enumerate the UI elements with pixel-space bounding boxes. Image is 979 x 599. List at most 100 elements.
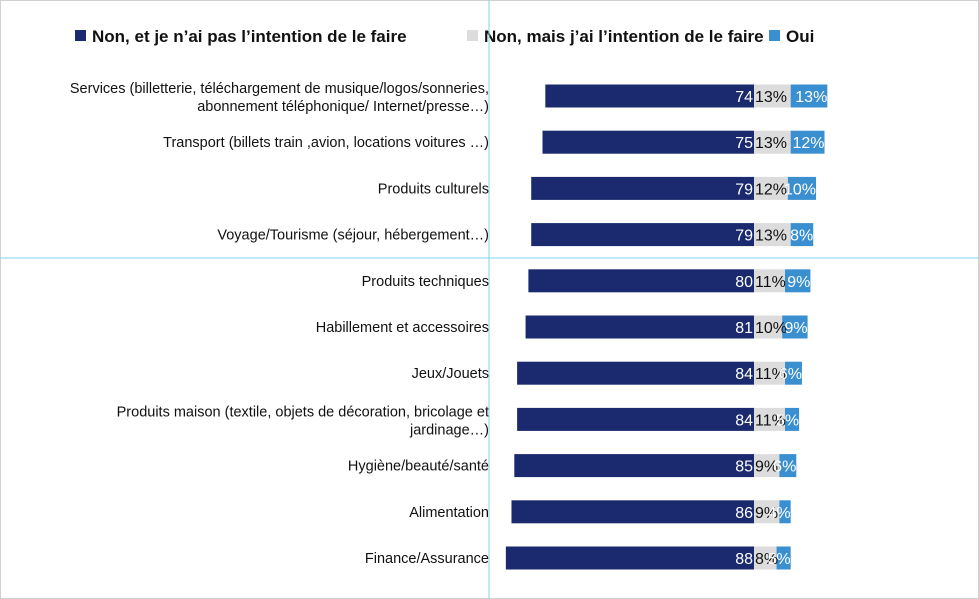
data-label-oui: 10% (784, 181, 816, 198)
category-label: Transport (billets train ,avion, locatio… (163, 135, 489, 151)
bar-oui (787, 176, 817, 200)
bar-non-avec-intention (754, 407, 786, 431)
data-label-non-avec-intention: 13% (755, 89, 787, 106)
data-label-non-sans-intention: 79 (735, 228, 753, 245)
legend-label-3: Oui (786, 27, 814, 46)
category-label-line: Alimentation (409, 505, 489, 521)
bar-non-avec-intention (754, 223, 791, 247)
data-label-non-sans-intention: 74 (735, 89, 753, 106)
data-label-oui: 12% (792, 135, 824, 152)
bar-non-sans-intention (517, 407, 754, 431)
category-label-line: Habillement et accessoires (316, 320, 489, 336)
data-label-oui: 8% (790, 228, 813, 245)
data-label-oui: 4% (768, 505, 791, 522)
data-label-non-sans-intention: 88 (735, 551, 753, 568)
data-label-oui: 5% (768, 551, 791, 568)
category-label-line: Produits techniques (362, 274, 489, 290)
legend-swatch-3 (769, 30, 780, 41)
data-label-non-avec-intention: 12% (755, 181, 787, 198)
bar-oui (782, 315, 808, 339)
category-label-line: Jeux/Jouets (412, 366, 489, 382)
bar-non-avec-intention (754, 454, 780, 478)
bar-non-sans-intention (511, 500, 754, 524)
category-label-line: Produits maison (textile, objets de déco… (117, 404, 489, 420)
category-label: Habillement et accessoires (316, 320, 489, 336)
category-label-line: Hygiène/beauté/santé (348, 459, 489, 475)
category-label-line: Finance/Assurance (365, 551, 489, 567)
bar-oui (790, 84, 828, 108)
bar-oui (785, 269, 811, 293)
bar-oui (790, 223, 814, 247)
category-label: Finance/Assurance (365, 551, 489, 567)
bar-non-sans-intention (517, 361, 754, 385)
data-label-non-avec-intention: 13% (755, 135, 787, 152)
data-label-non-avec-intention: 9% (755, 505, 778, 522)
data-label-oui: 9% (787, 274, 810, 291)
bar-non-sans-intention (531, 176, 754, 200)
legend-label-1: Non, et je n’ai pas l’intention de le fa… (92, 27, 407, 46)
bar-oui (785, 361, 802, 385)
bar-non-avec-intention (754, 130, 791, 154)
bar-oui (776, 546, 791, 570)
category-label-line: abonnement téléphonique/ Internet/presse… (197, 99, 489, 115)
data-label-non-avec-intention: 11% (755, 366, 786, 383)
data-label-non-sans-intention: 81 (735, 320, 753, 337)
legend-swatch-2 (467, 30, 478, 41)
bars: Services (billetterie, téléchargement de… (70, 81, 827, 570)
bar-non-sans-intention (542, 130, 754, 154)
data-label-non-sans-intention: 84 (735, 412, 753, 429)
bar-non-sans-intention (545, 84, 754, 108)
bar-oui (779, 500, 791, 524)
category-label: Hygiène/beauté/santé (348, 459, 489, 475)
category-label: Produits culturels (378, 181, 489, 197)
data-label-non-sans-intention: 85 (735, 459, 753, 476)
data-label-non-avec-intention: 13% (755, 228, 787, 245)
bar-non-avec-intention (754, 315, 783, 339)
bar-non-avec-intention (754, 500, 780, 524)
category-label-line: Voyage/Tourisme (séjour, hébergement…) (217, 228, 489, 244)
category-label-line: Services (billetterie, téléchargement de… (70, 81, 489, 97)
category-label-line: jardinage…) (409, 422, 489, 438)
bar-non-sans-intention (531, 223, 754, 247)
bar-oui (779, 454, 797, 478)
category-label: Produits techniques (362, 274, 489, 290)
data-label-non-avec-intention: 11% (755, 412, 786, 429)
bar-non-sans-intention (514, 454, 754, 478)
legend-swatch-1 (75, 30, 86, 41)
category-label-line: Produits culturels (378, 181, 489, 197)
category-label: Alimentation (409, 505, 489, 521)
bar-non-sans-intention (505, 546, 754, 570)
bar-non-avec-intention (754, 176, 788, 200)
data-label-oui: 6% (773, 459, 796, 476)
bar-non-avec-intention (754, 84, 791, 108)
legend: Non, et je n’ai pas l’intention de le fa… (75, 27, 814, 46)
data-label-non-avec-intention: 10% (755, 320, 787, 337)
data-label-non-avec-intention: 11% (755, 274, 786, 291)
data-label-oui: 13% (795, 89, 827, 106)
bar-oui (790, 130, 825, 154)
category-label: Services (billetterie, téléchargement de… (70, 81, 489, 115)
data-label-oui: 5% (776, 412, 799, 429)
data-label-non-sans-intention: 75 (735, 135, 753, 152)
category-label: Voyage/Tourisme (séjour, hébergement…) (217, 228, 489, 244)
data-label-oui: 9% (784, 320, 807, 337)
data-label-non-sans-intention: 80 (735, 274, 753, 291)
bar-oui (785, 407, 800, 431)
category-label: Produits maison (textile, objets de déco… (117, 404, 489, 438)
bar-non-sans-intention (525, 315, 754, 339)
bar-non-sans-intention (528, 269, 754, 293)
data-label-non-sans-intention: 79 (735, 181, 753, 198)
data-label-non-avec-intention: 9% (755, 459, 778, 476)
legend-label-2: Non, mais j’ai l’intention de le faire (484, 27, 764, 46)
bar-non-avec-intention (754, 361, 786, 385)
data-label-non-sans-intention: 86 (735, 505, 753, 522)
category-label: Jeux/Jouets (412, 366, 489, 382)
bar-non-avec-intention (754, 546, 777, 570)
data-label-non-avec-intention: 8% (755, 551, 778, 568)
category-label-line: Transport (billets train ,avion, locatio… (163, 135, 489, 151)
data-label-non-sans-intention: 84 (735, 366, 753, 383)
bar-non-avec-intention (754, 269, 786, 293)
data-label-oui: 6% (779, 366, 802, 383)
